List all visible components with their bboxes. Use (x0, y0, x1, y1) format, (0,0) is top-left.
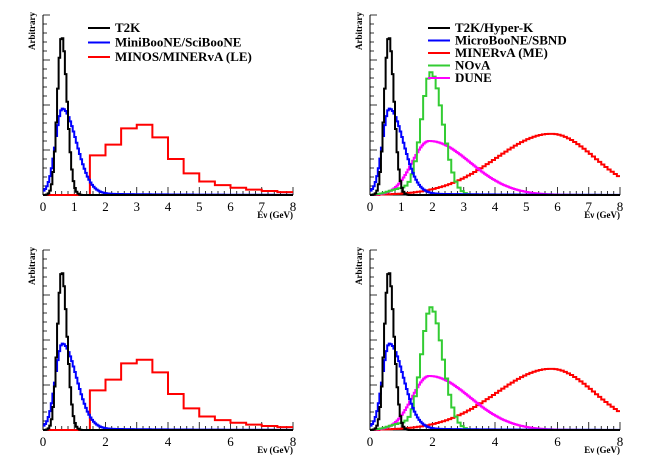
x-tick-label: 6 (554, 434, 561, 449)
x-axis-title: Eν (GeV) (584, 445, 620, 455)
x-tick-label: 7 (259, 199, 266, 214)
series-minerva-me- (370, 132, 620, 196)
series-minos-minerva-le- (43, 123, 293, 196)
legend-label: MINERvA (ME) (455, 45, 548, 60)
series-t2k (43, 272, 293, 431)
x-tick-label: 8 (290, 199, 297, 214)
x-tick-label: 0 (40, 199, 47, 214)
x-tick-label: 8 (617, 434, 624, 449)
series-minerva-me- (370, 367, 620, 431)
series-minos-minerva-le- (43, 358, 293, 431)
x-tick-label: 1 (398, 199, 405, 214)
x-tick-label: 5 (196, 199, 203, 214)
x-tick-label: 3 (134, 199, 141, 214)
x-tick-label: 6 (554, 199, 561, 214)
legend-label: MINOS/MINERvA (LE) (115, 49, 252, 64)
x-tick-label: 2 (429, 434, 436, 449)
x-tick-label: 8 (617, 199, 624, 214)
series-nova (370, 71, 620, 196)
x-tick-label: 1 (71, 199, 78, 214)
x-tick-label: 4 (165, 199, 172, 214)
x-tick-label: 6 (227, 434, 234, 449)
x-tick-label: 6 (227, 199, 234, 214)
x-tick-label: 2 (102, 199, 109, 214)
y-axis-title: Arbitrary (27, 12, 37, 50)
series-t2k (43, 37, 293, 196)
panel-top-left: 0 1 2 3 4 5 6 7 8Eν (GeV) Arbitrary T2KMiniBooNE/S… (27, 12, 296, 220)
x-tick-label: 2 (429, 199, 436, 214)
x-axis-title: Eν (GeV) (584, 210, 620, 220)
legend-label: T2K (115, 20, 141, 35)
x-tick-label: 0 (40, 434, 47, 449)
legend-label: MiniBooNE/SciBooNE (115, 35, 241, 50)
x-tick-label: 3 (461, 199, 468, 214)
legend-label: MicroBooNE/SBND (455, 33, 567, 48)
x-tick-label: 2 (102, 434, 109, 449)
legend-label: NOvA (455, 58, 491, 73)
panel-bottom-left: 0 2 4 6 8Eν (GeV) Arbitrary (27, 247, 296, 455)
panel-bottom-right: 0 2 4 6 8Eν (GeV) Arbitrary (354, 247, 623, 455)
x-tick-label: 5 (523, 199, 530, 214)
x-axis-title: Eν (GeV) (257, 445, 293, 455)
y-axis-title: Arbitrary (354, 12, 364, 50)
x-tick-label: 8 (290, 434, 297, 449)
x-axis-title: Eν (GeV) (257, 210, 293, 220)
x-tick-label: 7 (586, 199, 593, 214)
legend-label: T2K/Hyper-K (455, 20, 534, 35)
x-tick-label: 0 (367, 434, 374, 449)
y-axis-title: Arbitrary (354, 247, 364, 285)
panel-top-right: 0 1 2 3 4 5 6 7 8Eν (GeV) Arbitrary T2K/Hyper-KMic… (354, 12, 623, 220)
x-tick-label: 4 (492, 434, 499, 449)
legend-label: DUNE (455, 70, 492, 85)
series-t2k-hyper-k (370, 272, 620, 431)
x-tick-label: 0 (367, 199, 374, 214)
x-tick-label: 4 (165, 434, 172, 449)
y-axis-title: Arbitrary (27, 247, 37, 285)
x-tick-label: 4 (492, 199, 499, 214)
series-t2k-hyper-k (370, 37, 620, 196)
series-nova (370, 306, 620, 431)
